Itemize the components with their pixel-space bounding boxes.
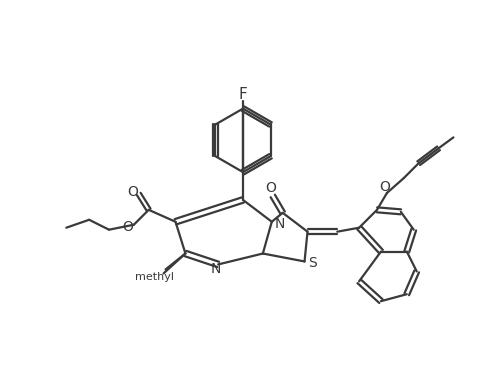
Text: O: O: [127, 185, 138, 199]
Text: O: O: [265, 181, 276, 195]
Text: N: N: [275, 217, 285, 231]
Text: O: O: [122, 220, 133, 234]
Text: methyl: methyl: [135, 272, 174, 282]
Text: F: F: [239, 87, 247, 102]
Text: S: S: [308, 256, 317, 270]
Text: N: N: [211, 262, 222, 276]
Text: O: O: [380, 180, 390, 194]
